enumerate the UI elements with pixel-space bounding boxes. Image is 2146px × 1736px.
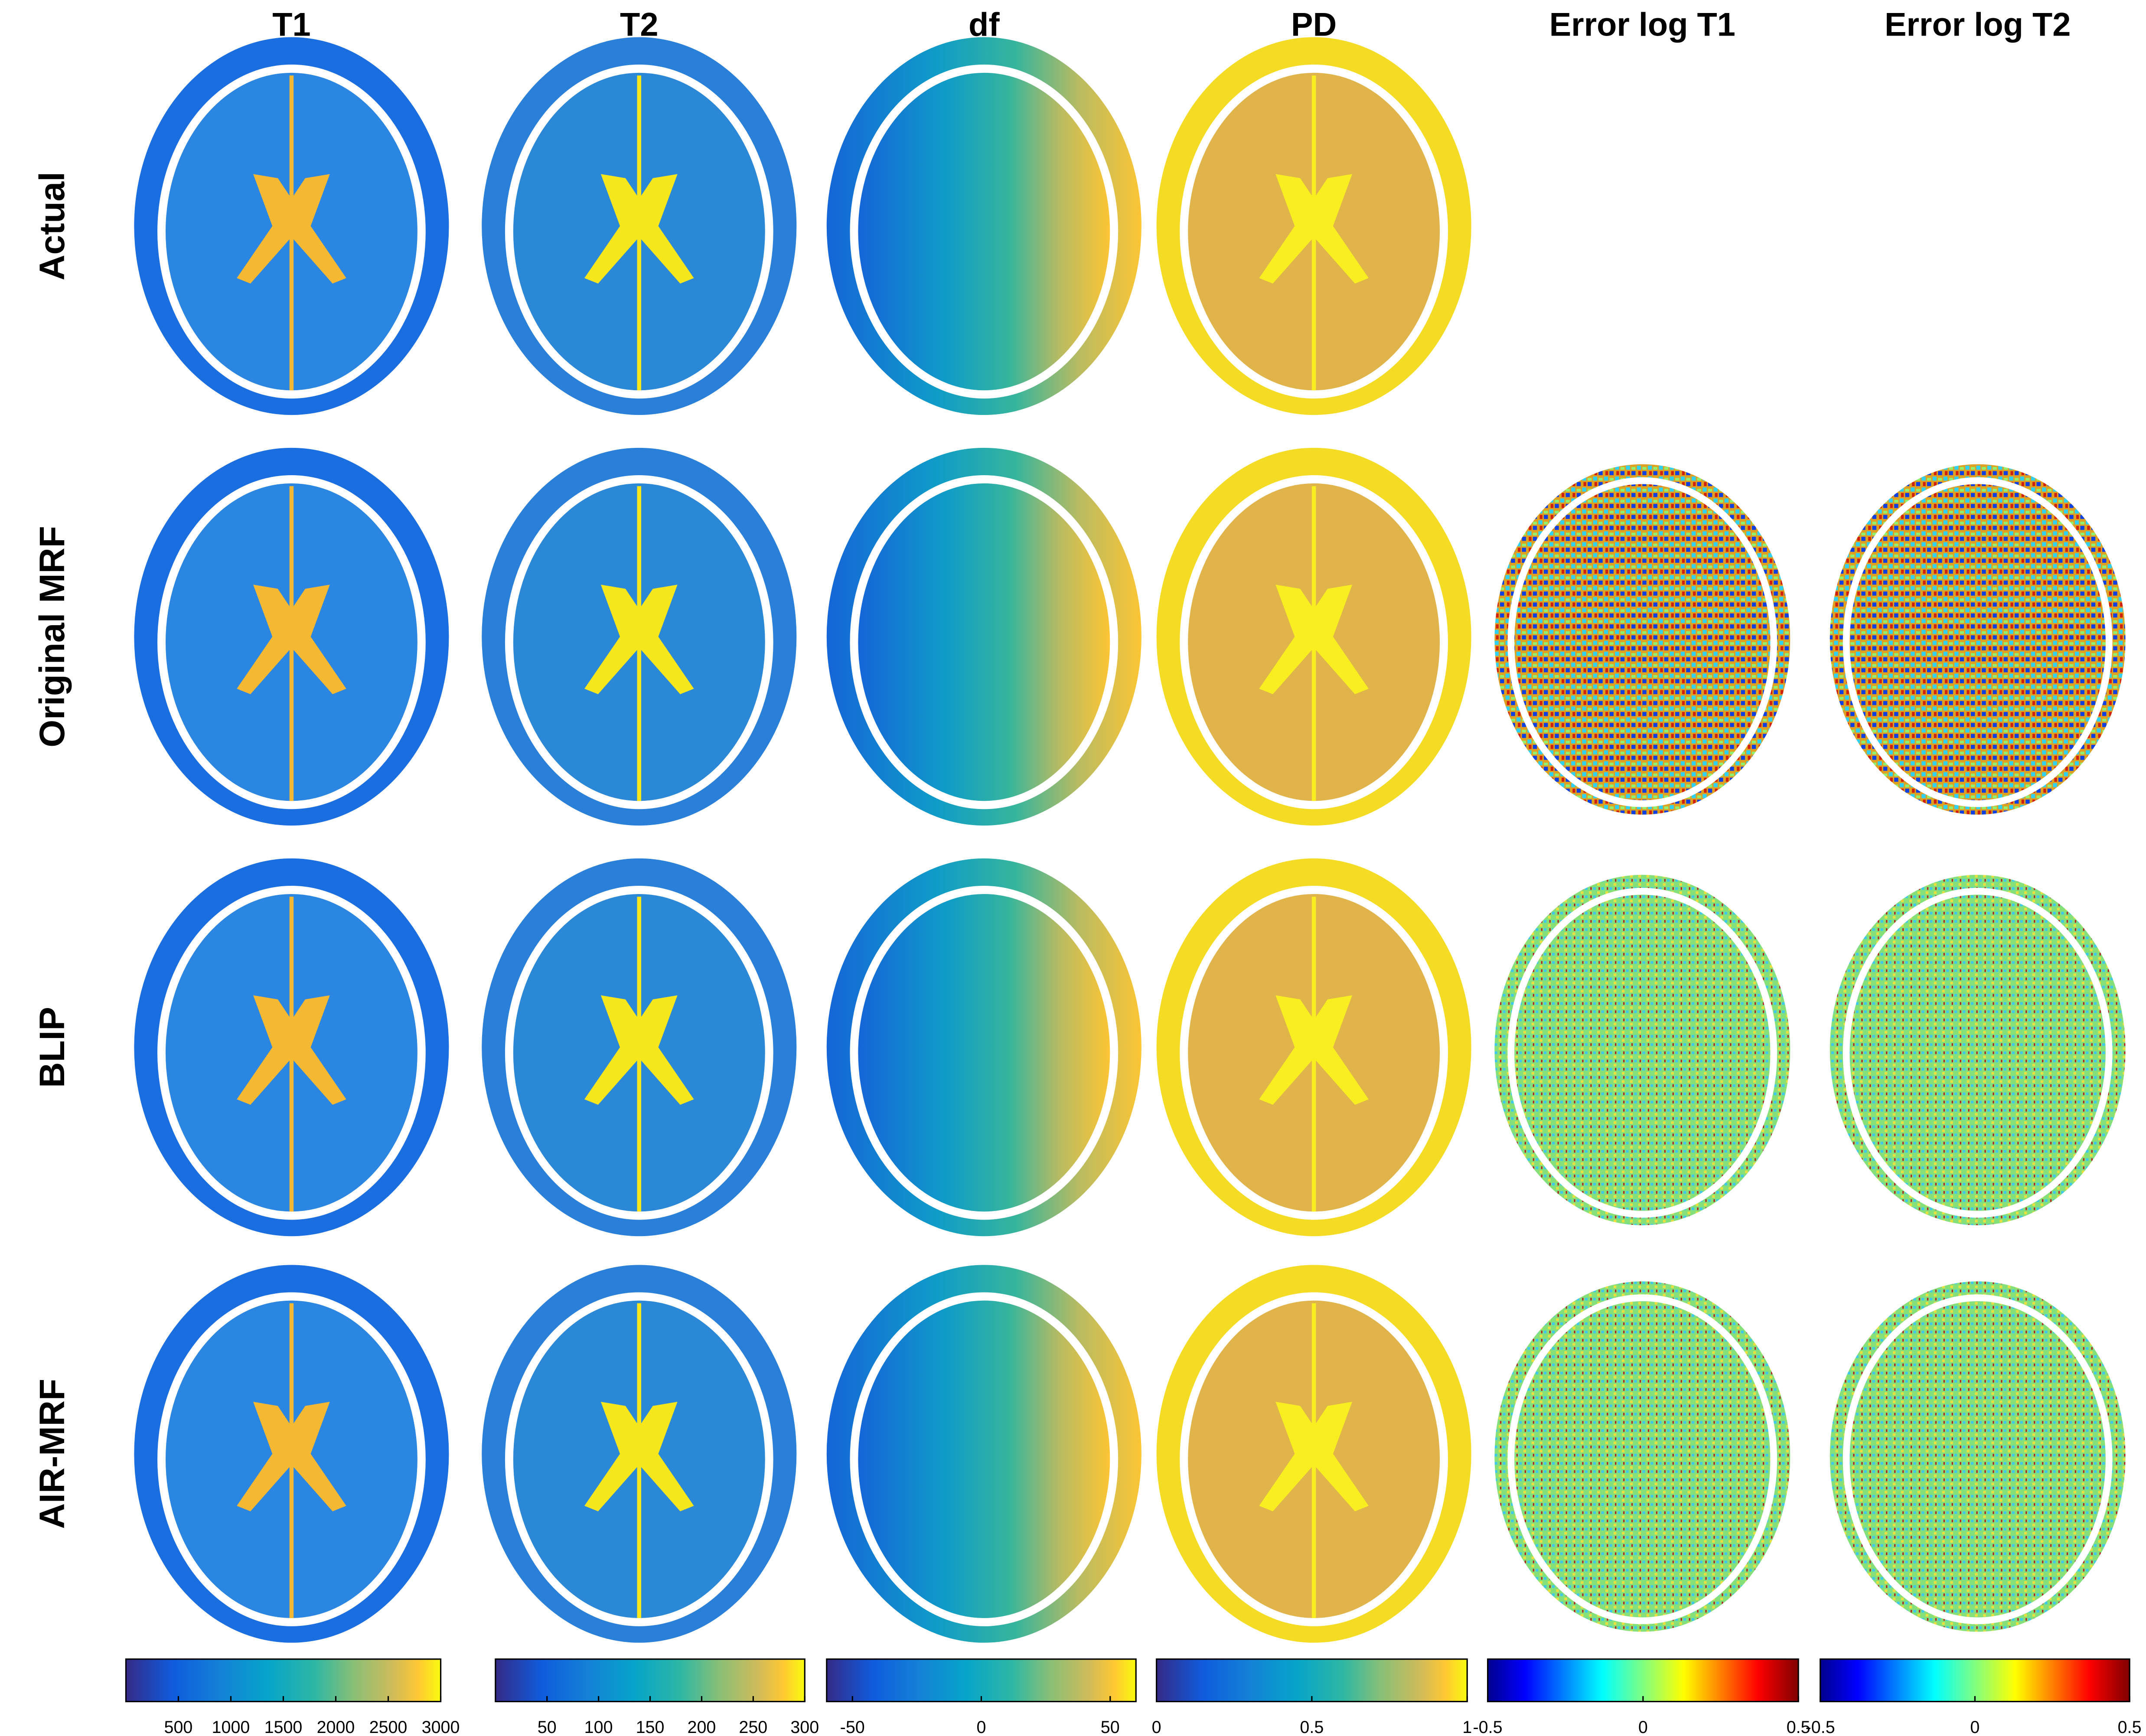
colorbar-tick-label: 1000 [212,1718,250,1736]
brain-map [134,447,449,826]
brain-map [826,37,1141,415]
colorbar-tick-label: 0 [1152,1718,1161,1736]
brain-tissue [858,894,1110,1212]
brain-map [482,1265,797,1643]
colorbar-tick-label: 1500 [264,1718,303,1736]
colorbar-tick-label: 0 [1970,1718,1980,1736]
brain-map [1156,1265,1471,1643]
colorbar-tick-label: -0.5 [1473,1718,1503,1736]
brain-map [1494,1281,1791,1632]
brain-map [826,1265,1141,1643]
colorbar-tick-label: 100 [584,1718,613,1736]
column-title: T1 [272,7,310,43]
colorbar-tick-label: 0.5 [2118,1718,2142,1736]
colorbar-tick-label: 1 [1462,1718,1472,1736]
brain-map [826,858,1141,1237]
row-label: Actual [33,172,72,281]
skull-gap [1507,477,1777,807]
brain-map [1156,447,1471,826]
brain-map [134,858,449,1237]
brain-map [482,37,797,415]
colorbar [1155,1658,1468,1703]
column-title: Error log T2 [1885,7,2071,43]
brain-tissue [858,72,1110,391]
colorbar-tick-label: 50 [1101,1718,1120,1736]
skull-gap [1843,888,2113,1218]
brain-map [1494,875,1791,1225]
colorbar [1820,1658,2130,1703]
brain-map [482,858,797,1237]
colorbar-tick-label: 50 [538,1718,557,1736]
colorbar-tick-label: 3000 [422,1718,460,1736]
skull-gap [1507,1294,1777,1625]
colorbar-tick-label: 2000 [317,1718,355,1736]
colorbar-tick-label: 200 [688,1718,716,1736]
colorbar-tick-label: 500 [164,1718,193,1736]
error-map [1830,464,2126,815]
column-title: T2 [620,7,658,43]
skull-gap [1507,888,1777,1218]
colorbar [826,1658,1137,1703]
colorbar [125,1658,442,1703]
skull-gap [1843,1294,2113,1625]
brain-map [1494,464,1791,815]
row-label: BLIP [33,1007,72,1088]
colorbar-tick-label: 0 [1638,1718,1648,1736]
brain-map [134,1265,449,1643]
brain-map [1830,464,2126,815]
brain-map [134,37,449,415]
error-map [1494,875,1791,1225]
error-map [1830,1281,2126,1632]
brain-map [1830,1281,2126,1632]
colorbar-tick-label: 0.5 [1787,1718,1810,1736]
brain-map [1830,875,2126,1225]
error-map [1494,1281,1791,1632]
brain-tissue [858,1300,1110,1618]
colorbar-tick-label: -0.5 [1806,1718,1835,1736]
brain-tissue [858,483,1110,801]
colorbar-tick-label: 0.5 [1300,1718,1324,1736]
error-map [1494,464,1791,815]
column-title: Error log T1 [1549,7,1735,43]
brain-map [826,447,1141,826]
row-label: Original MRF [33,526,72,747]
skull-gap [1843,477,2113,807]
row-label: AIR-MRF [33,1379,72,1529]
brain-map [1156,37,1471,415]
colorbar-tick-label: 300 [790,1718,819,1736]
column-title: df [969,7,1000,43]
brain-map [1156,858,1471,1237]
colorbar [495,1658,806,1703]
colorbar-tick-label: -50 [840,1718,865,1736]
colorbar [1487,1658,1799,1703]
column-title: PD [1291,7,1337,43]
colorbar-tick-label: 2500 [369,1718,408,1736]
colorbar-tick-label: 0 [977,1718,986,1736]
error-map [1830,875,2126,1225]
colorbar-tick-label: 150 [636,1718,665,1736]
brain-map [482,447,797,826]
colorbar-tick-label: 250 [739,1718,767,1736]
